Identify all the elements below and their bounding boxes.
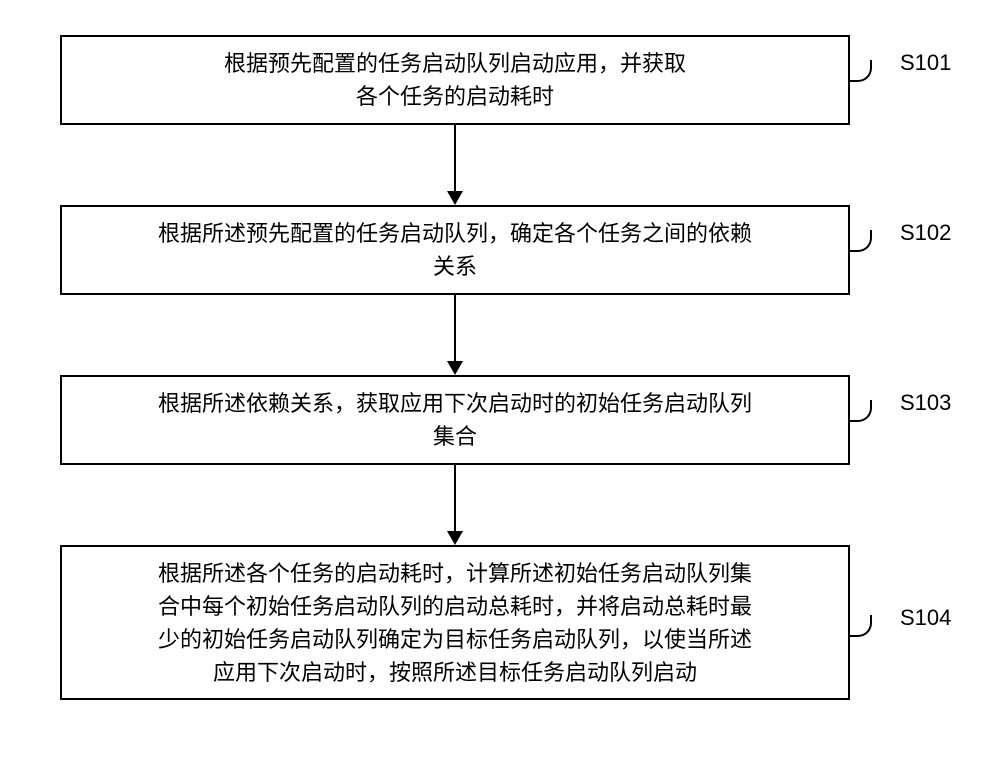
- connector-s102: [850, 230, 872, 252]
- step-label-s102: S102: [900, 220, 951, 246]
- connector-s101: [850, 60, 872, 82]
- step-text-s103: 根据所述依赖关系，获取应用下次启动时的初始任务启动队列集合: [158, 387, 752, 453]
- step-box-s104: 根据所述各个任务的启动耗时，计算所述初始任务启动队列集合中每个初始任务启动队列的…: [60, 545, 850, 700]
- step-text-s101: 根据预先配置的任务启动队列启动应用，并获取各个任务的启动耗时: [224, 47, 686, 113]
- arrow-head-2: [447, 361, 463, 375]
- step-label-s104: S104: [900, 605, 951, 631]
- step-box-s103: 根据所述依赖关系，获取应用下次启动时的初始任务启动队列集合: [60, 375, 850, 465]
- arrow-line-1: [454, 125, 456, 191]
- arrow-line-2: [454, 295, 456, 361]
- step-box-s102: 根据所述预先配置的任务启动队列，确定各个任务之间的依赖关系: [60, 205, 850, 295]
- step-text-s102: 根据所述预先配置的任务启动队列，确定各个任务之间的依赖关系: [158, 217, 752, 283]
- arrow-line-3: [454, 465, 456, 531]
- flowchart-container: 根据预先配置的任务启动队列启动应用，并获取各个任务的启动耗时 S101 根据所述…: [0, 0, 1000, 765]
- step-box-s101: 根据预先配置的任务启动队列启动应用，并获取各个任务的启动耗时: [60, 35, 850, 125]
- step-label-s101: S101: [900, 50, 951, 76]
- connector-s103: [850, 400, 872, 422]
- arrow-head-3: [447, 531, 463, 545]
- step-text-s104: 根据所述各个任务的启动耗时，计算所述初始任务启动队列集合中每个初始任务启动队列的…: [158, 557, 752, 689]
- arrow-head-1: [447, 191, 463, 205]
- step-label-s103: S103: [900, 390, 951, 416]
- connector-s104: [850, 615, 872, 637]
